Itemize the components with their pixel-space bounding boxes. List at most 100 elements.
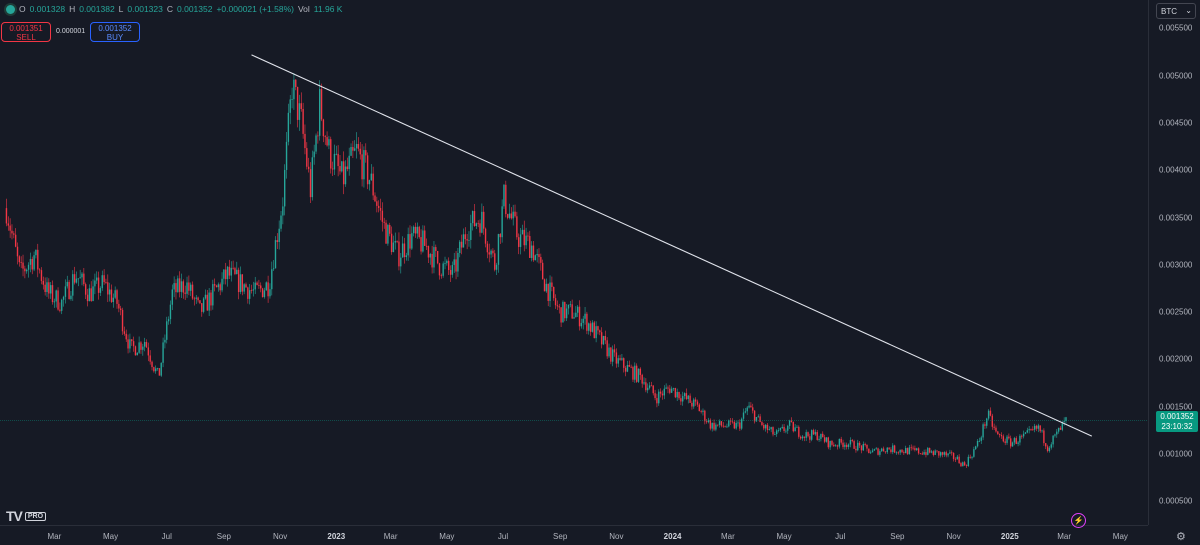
candle-body	[481, 211, 483, 233]
candle-body	[540, 257, 542, 263]
candle-body	[989, 410, 992, 416]
time-tick-label: Nov	[946, 532, 961, 541]
candle-body	[669, 388, 671, 393]
candle-body	[1028, 429, 1030, 431]
sell-button[interactable]: 0.001351 SELL	[1, 22, 51, 42]
candle-body	[538, 254, 540, 258]
candle-body	[855, 448, 857, 451]
candle-body	[13, 233, 15, 235]
candle-body	[1011, 442, 1014, 447]
candle-body	[96, 277, 98, 281]
time-tick-label: Nov	[609, 532, 624, 541]
candle-body	[298, 103, 301, 120]
candle-body	[670, 388, 673, 393]
candle-body	[331, 168, 334, 170]
candle-body	[639, 368, 642, 375]
candle-body	[718, 421, 721, 425]
candle-body	[75, 278, 78, 283]
price-axis[interactable]: 0.005500 0.005000 0.004500 0.004000 0.003500…	[1148, 0, 1200, 525]
candle-body	[471, 211, 474, 224]
candle-body	[177, 278, 179, 293]
candle-body	[121, 309, 124, 332]
candle-body	[847, 444, 850, 447]
candle-body	[879, 451, 881, 455]
sell-label: SELL	[16, 33, 36, 42]
candle-body	[486, 243, 489, 253]
candle-body	[169, 304, 172, 320]
candle-body	[92, 286, 94, 301]
candle-body	[532, 245, 535, 261]
candle-body	[575, 312, 577, 318]
candle-body	[68, 281, 70, 300]
candle-body	[1054, 434, 1056, 436]
candle-body	[272, 268, 275, 270]
price-chart[interactable]	[0, 0, 1148, 525]
candle-body	[282, 206, 284, 216]
candle-body	[951, 452, 953, 454]
candle-body	[387, 224, 389, 244]
candle-body	[145, 341, 148, 348]
candle-body	[991, 415, 993, 427]
candle-body	[503, 184, 505, 207]
candle-body	[394, 240, 396, 243]
lightning-icon[interactable]: ⚡	[1071, 513, 1086, 528]
candle-body	[302, 108, 304, 134]
candle-body	[90, 288, 92, 301]
candle-body	[295, 79, 297, 88]
symbol-label: BTC	[1161, 7, 1177, 16]
candle-body	[379, 207, 382, 211]
price-tick-label: 0.001000	[1159, 449, 1193, 459]
tradingview-logo[interactable]: TV PRO	[6, 508, 47, 524]
candle-body	[641, 374, 643, 384]
time-tick-label: 2024	[663, 532, 682, 541]
candle-body	[635, 365, 638, 382]
candle-body	[436, 250, 439, 264]
candle-body	[888, 447, 890, 450]
live-dot-icon	[6, 4, 15, 14]
time-axis[interactable]: Mar May Jul Sep Nov 2023 Mar May Jul Sep Nov 2024 Ma…	[0, 525, 1148, 545]
candle-body	[132, 341, 135, 347]
high-value: 0.001382	[79, 4, 115, 14]
candle-body	[256, 282, 258, 285]
candle-body	[698, 404, 701, 412]
candle-body	[400, 257, 402, 267]
candle-body	[348, 155, 350, 170]
candle-body	[728, 420, 730, 427]
candle-body	[551, 282, 553, 287]
candle-body	[589, 323, 592, 332]
candle-body	[464, 234, 466, 240]
candle-body	[1035, 425, 1038, 429]
candle-body	[46, 282, 48, 292]
candle-body	[1017, 442, 1019, 444]
candle-body	[982, 424, 984, 438]
gear-icon[interactable]: ⚙	[1176, 531, 1186, 543]
candle-body	[995, 427, 997, 432]
candle-body	[245, 284, 247, 288]
buy-button[interactable]: 0.001352 BUY	[90, 22, 140, 42]
candle-body	[1010, 438, 1012, 447]
chart-area[interactable]	[0, 0, 1148, 525]
candle-body	[24, 268, 26, 272]
candle-body	[278, 228, 280, 243]
candle-body	[470, 223, 472, 240]
low-value: 0.001323	[127, 4, 163, 14]
candle-body	[672, 388, 675, 389]
candle-body	[88, 288, 91, 302]
candle-body	[626, 365, 629, 372]
candle-body	[160, 362, 162, 376]
candle-body	[497, 234, 500, 265]
candle-body	[296, 87, 299, 120]
candle-body	[477, 223, 479, 225]
candle-body	[823, 437, 826, 442]
candle-body	[798, 426, 800, 437]
compare-symbol-button[interactable]: BTC ⌄	[1156, 3, 1196, 19]
candle-body	[755, 416, 758, 422]
candle-body	[495, 264, 498, 270]
candle-body	[212, 284, 214, 306]
candle-body	[788, 420, 791, 426]
spread-value: 0.000001	[56, 28, 86, 35]
candle-body	[709, 419, 712, 429]
candle-body	[390, 233, 393, 253]
candle-body	[980, 437, 982, 441]
candle-body	[271, 269, 273, 290]
